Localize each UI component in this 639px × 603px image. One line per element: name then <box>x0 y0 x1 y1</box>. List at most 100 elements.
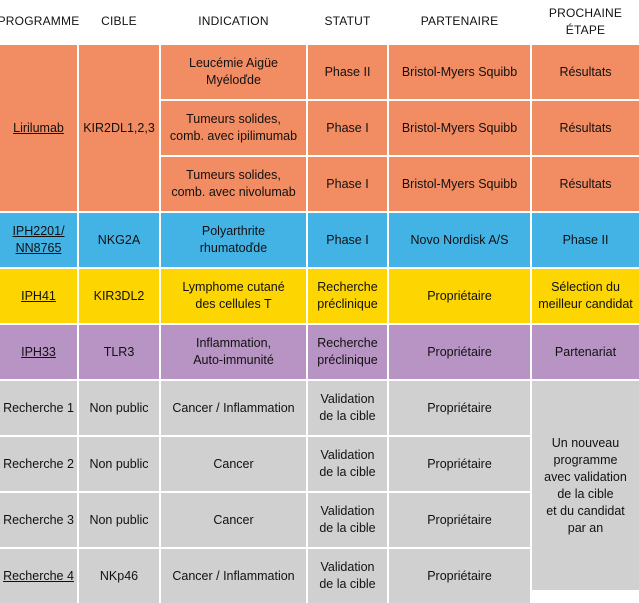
cible-cell-text: Non public <box>89 456 149 471</box>
indication-cell-text: Leucémie Aigüe Myéloďde <box>189 56 278 87</box>
cible-cell: Non public <box>79 381 159 435</box>
partenaire-cell: Propriétaire <box>389 269 530 323</box>
indication-cell: Cancer / Inflammation <box>161 549 306 603</box>
partenaire-cell-text: Propriétaire <box>427 344 492 359</box>
indication-cell: Polyarthrite rhumatoďde <box>161 213 306 267</box>
etape-cell-research: Un nouveau programme avec validation de … <box>532 381 639 590</box>
partenaire-cell: Propriétaire <box>389 493 530 547</box>
programme-cell[interactable]: Recherche 4 <box>0 549 77 603</box>
statut-cell-text: Phase I <box>326 120 369 135</box>
statut-cell: Phase I <box>308 157 387 211</box>
indication-cell-text: Lymphome cutané des cellules T <box>182 280 285 311</box>
statut-cell-text: Validation de la cible <box>319 560 376 591</box>
programme-cell: Recherche 3 <box>0 493 77 547</box>
partenaire-cell-text: Propriétaire <box>427 568 492 583</box>
header-etape-text: PROCHAINE ÉTAPE <box>548 5 623 37</box>
partenaire-cell-text: Bristol-Myers Squibb <box>401 120 518 135</box>
statut-cell: Phase I <box>308 101 387 155</box>
programme-cell[interactable]: IPH2201/ NN8765 <box>0 213 77 267</box>
programme-cell-text: Recherche 2 <box>3 456 74 471</box>
cible-cell: Non public <box>79 493 159 547</box>
partenaire-cell-text: Novo Nordisk A/S <box>410 232 509 247</box>
cible-cell: TLR3 <box>79 325 159 379</box>
statut-cell-text: Phase II <box>324 64 371 79</box>
indication-cell: Lymphome cutané des cellules T <box>161 269 306 323</box>
etape-cell-text: Phase II <box>562 232 609 247</box>
statut-cell-text: Phase I <box>326 176 369 191</box>
indication-cell-text: Tumeurs solides, comb. avec nivolumab <box>171 168 296 199</box>
programme-cell: Recherche 2 <box>0 437 77 491</box>
partenaire-cell-text: Propriétaire <box>427 456 492 471</box>
partenaire-cell-text: Propriétaire <box>427 512 492 527</box>
cible-cell-text: NKp46 <box>99 568 139 583</box>
statut-cell-text: Recherche préclinique <box>317 280 378 311</box>
indication-cell-text: Cancer <box>213 456 254 471</box>
programme-cell-text[interactable]: Recherche 4 <box>3 568 74 583</box>
etape-cell: Sélection du meilleur candidat <box>532 269 639 323</box>
indication-cell-text: Tumeurs solides, comb. avec ipilimumab <box>169 112 298 143</box>
partenaire-cell-text: Bristol-Myers Squibb <box>401 64 518 79</box>
statut-cell: Validation de la cible <box>308 437 387 491</box>
programme-cell-text[interactable]: IPH2201/ NN8765 <box>12 224 65 255</box>
indication-cell: Tumeurs solides, comb. avec ipilimumab <box>161 101 306 155</box>
programme-cell-text: Recherche 1 <box>3 400 74 415</box>
header-programme: PROGRAMME <box>0 0 80 43</box>
programme-cell-text[interactable]: IPH33 <box>21 344 56 359</box>
header-programme-text: PROGRAMME <box>0 14 80 28</box>
statut-cell-text: Validation de la cible <box>319 504 376 535</box>
header-partenaire-text: PARTENAIRE <box>420 14 499 28</box>
etape-cell: Résultats <box>532 101 639 155</box>
statut-cell: Validation de la cible <box>308 549 387 603</box>
statut-cell-text: Recherche préclinique <box>317 336 378 367</box>
etape-cell: Partenariat <box>532 325 639 379</box>
header-indication-text: INDICATION <box>198 14 269 28</box>
programme-cell[interactable]: IPH41 <box>0 269 77 323</box>
cible-cell-text: KIR3DL2 <box>93 288 145 303</box>
partenaire-cell: Propriétaire <box>389 549 530 603</box>
etape-cell-text: Sélection du meilleur candidat <box>538 280 633 311</box>
header-partenaire: PARTENAIRE <box>389 0 530 43</box>
partenaire-cell: Bristol-Myers Squibb <box>389 101 530 155</box>
cible-cell: KIR3DL2 <box>79 269 159 323</box>
indication-cell: Inflammation, Auto-immunité <box>161 325 306 379</box>
etape-cell-research-text: Un nouveau programme avec validation de … <box>544 435 627 535</box>
etape-cell-text: Résultats <box>559 64 612 79</box>
programme-cell[interactable]: IPH33 <box>0 325 77 379</box>
cible-cell: KIR2DL1,2,3 <box>79 45 159 211</box>
programme-cell[interactable]: Lirilumab <box>0 45 77 211</box>
programme-cell-text[interactable]: IPH41 <box>21 288 56 303</box>
partenaire-cell: Propriétaire <box>389 437 530 491</box>
statut-cell: Recherche préclinique <box>308 325 387 379</box>
statut-cell: Validation de la cible <box>308 381 387 435</box>
indication-cell-text: Cancer / Inflammation <box>172 568 295 583</box>
partenaire-cell: Novo Nordisk A/S <box>389 213 530 267</box>
cible-cell: Non public <box>79 437 159 491</box>
header-indication: INDICATION <box>161 0 306 43</box>
etape-cell: Phase II <box>532 213 639 267</box>
partenaire-cell: Bristol-Myers Squibb <box>389 157 530 211</box>
cible-cell-text: Non public <box>89 400 149 415</box>
indication-cell-text: Inflammation, Auto-immunité <box>193 336 274 367</box>
statut-cell: Validation de la cible <box>308 493 387 547</box>
indication-cell: Tumeurs solides, comb. avec nivolumab <box>161 157 306 211</box>
etape-cell: Résultats <box>532 157 639 211</box>
statut-cell-text: Phase I <box>326 232 369 247</box>
statut-cell: Recherche préclinique <box>308 269 387 323</box>
indication-cell: Cancer / Inflammation <box>161 381 306 435</box>
indication-cell: Leucémie Aigüe Myéloďde <box>161 45 306 99</box>
cible-cell-text: TLR3 <box>103 344 135 359</box>
header-cible-text: CIBLE <box>101 14 137 28</box>
etape-cell-text: Résultats <box>559 120 612 135</box>
indication-cell-text: Cancer <box>213 512 254 527</box>
header-statut: STATUT <box>308 0 387 43</box>
partenaire-cell: Bristol-Myers Squibb <box>389 45 530 99</box>
etape-cell-text: Résultats <box>559 176 612 191</box>
header-statut-text: STATUT <box>324 14 371 28</box>
programme-cell-text[interactable]: Lirilumab <box>13 120 64 135</box>
indication-cell-text: Polyarthrite rhumatoďde <box>199 224 268 255</box>
statut-cell-text: Validation de la cible <box>319 448 376 479</box>
cible-cell: NKG2A <box>79 213 159 267</box>
etape-cell-text: Partenariat <box>554 344 617 359</box>
cible-cell-text: Non public <box>89 512 149 527</box>
